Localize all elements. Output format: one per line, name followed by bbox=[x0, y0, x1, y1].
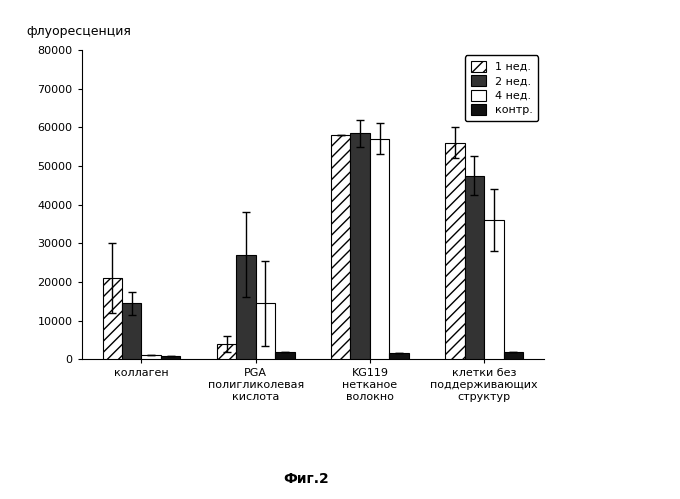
Bar bbox=[504, 351, 523, 359]
Bar bbox=[141, 355, 161, 359]
Legend: 1 нед., 2 нед., 4 нед., контр.: 1 нед., 2 нед., 4 нед., контр. bbox=[465, 55, 539, 121]
Bar bbox=[236, 255, 256, 359]
Text: Фиг.2: Фиг.2 bbox=[283, 472, 329, 486]
Text: флуоресценция: флуоресценция bbox=[26, 24, 131, 37]
Bar bbox=[350, 133, 370, 359]
Bar bbox=[484, 220, 504, 359]
Bar bbox=[370, 139, 390, 359]
Bar bbox=[445, 143, 464, 359]
Bar bbox=[331, 135, 350, 359]
Bar bbox=[275, 352, 294, 359]
Bar bbox=[256, 303, 275, 359]
Bar bbox=[122, 303, 141, 359]
Bar bbox=[464, 176, 484, 359]
Bar bbox=[217, 344, 236, 359]
Bar bbox=[103, 278, 122, 359]
Bar bbox=[390, 353, 409, 359]
Bar bbox=[161, 356, 180, 359]
